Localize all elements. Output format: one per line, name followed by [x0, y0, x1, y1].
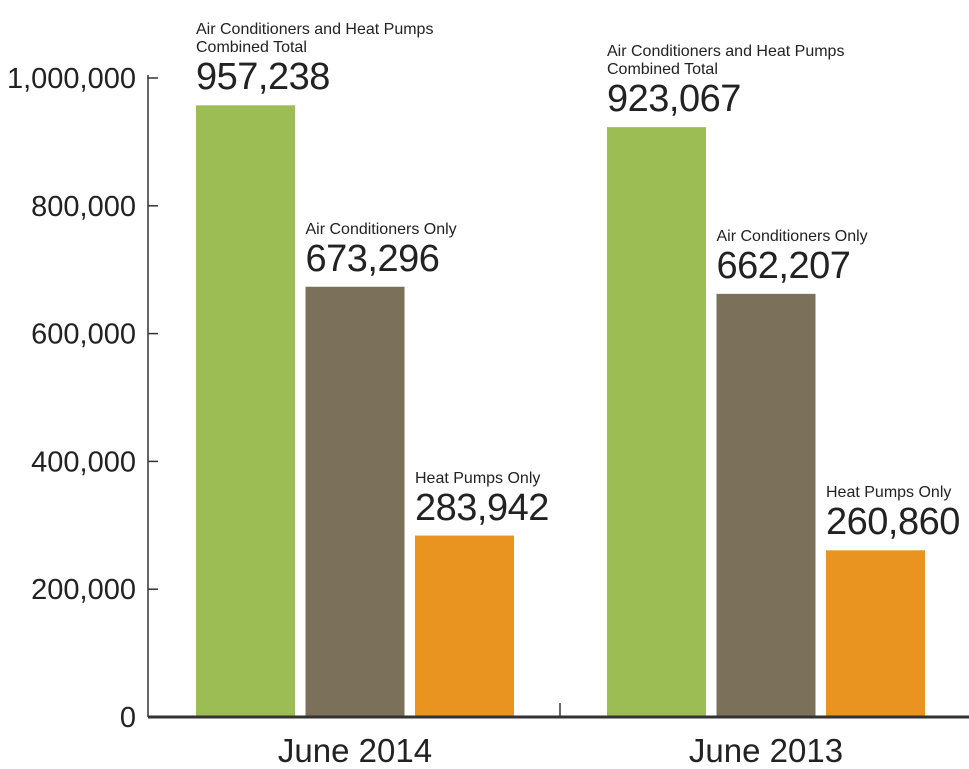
bar: [196, 105, 295, 717]
bar: [305, 286, 405, 717]
y-tick-label: 200,000: [31, 574, 136, 606]
bar: [826, 550, 925, 717]
bar-annotation: Air Conditioners Only 662,207: [717, 228, 967, 286]
series-name: Air Conditioners and Heat Pumps Combined…: [196, 21, 434, 57]
x-tick-label: June 2013: [689, 732, 843, 769]
value-label: 283,942: [415, 486, 549, 529]
value-label: 923,067: [607, 78, 741, 121]
bar: [716, 293, 816, 717]
y-tick-label: 600,000: [31, 319, 136, 351]
y-tick-label: 800,000: [31, 191, 136, 223]
y-tick-label: 1,000,000: [7, 63, 136, 95]
bar-annotation: Heat Pumps Only 260,860: [826, 484, 969, 542]
series-name: Heat Pumps Only: [415, 469, 541, 487]
series-name: Air Conditioners Only: [716, 227, 868, 245]
bar-annotation: Air Conditioners and Heat Pumps Combined…: [607, 43, 857, 119]
value-label: 673,296: [305, 237, 440, 280]
y-tick-label: 400,000: [31, 446, 136, 478]
series-name: Air Conditioners Only: [305, 220, 457, 238]
value-label: 260,860: [826, 501, 960, 544]
bar-annotation: Air Conditioners and Heat Pumps Combined…: [196, 21, 446, 97]
bar: [415, 535, 514, 717]
bar-annotation: Heat Pumps Only 283,942: [415, 470, 665, 528]
x-tick-label: June 2014: [278, 732, 432, 769]
y-tick-label: 0: [120, 702, 136, 734]
series-name: Air Conditioners and Heat Pumps Combined…: [607, 43, 845, 79]
bar: [607, 127, 706, 718]
value-label: 957,238: [196, 56, 330, 99]
bar-annotation: Air Conditioners Only 673,296: [306, 221, 556, 279]
series-name: Heat Pumps Only: [826, 484, 952, 502]
value-label: 662,207: [716, 244, 851, 287]
